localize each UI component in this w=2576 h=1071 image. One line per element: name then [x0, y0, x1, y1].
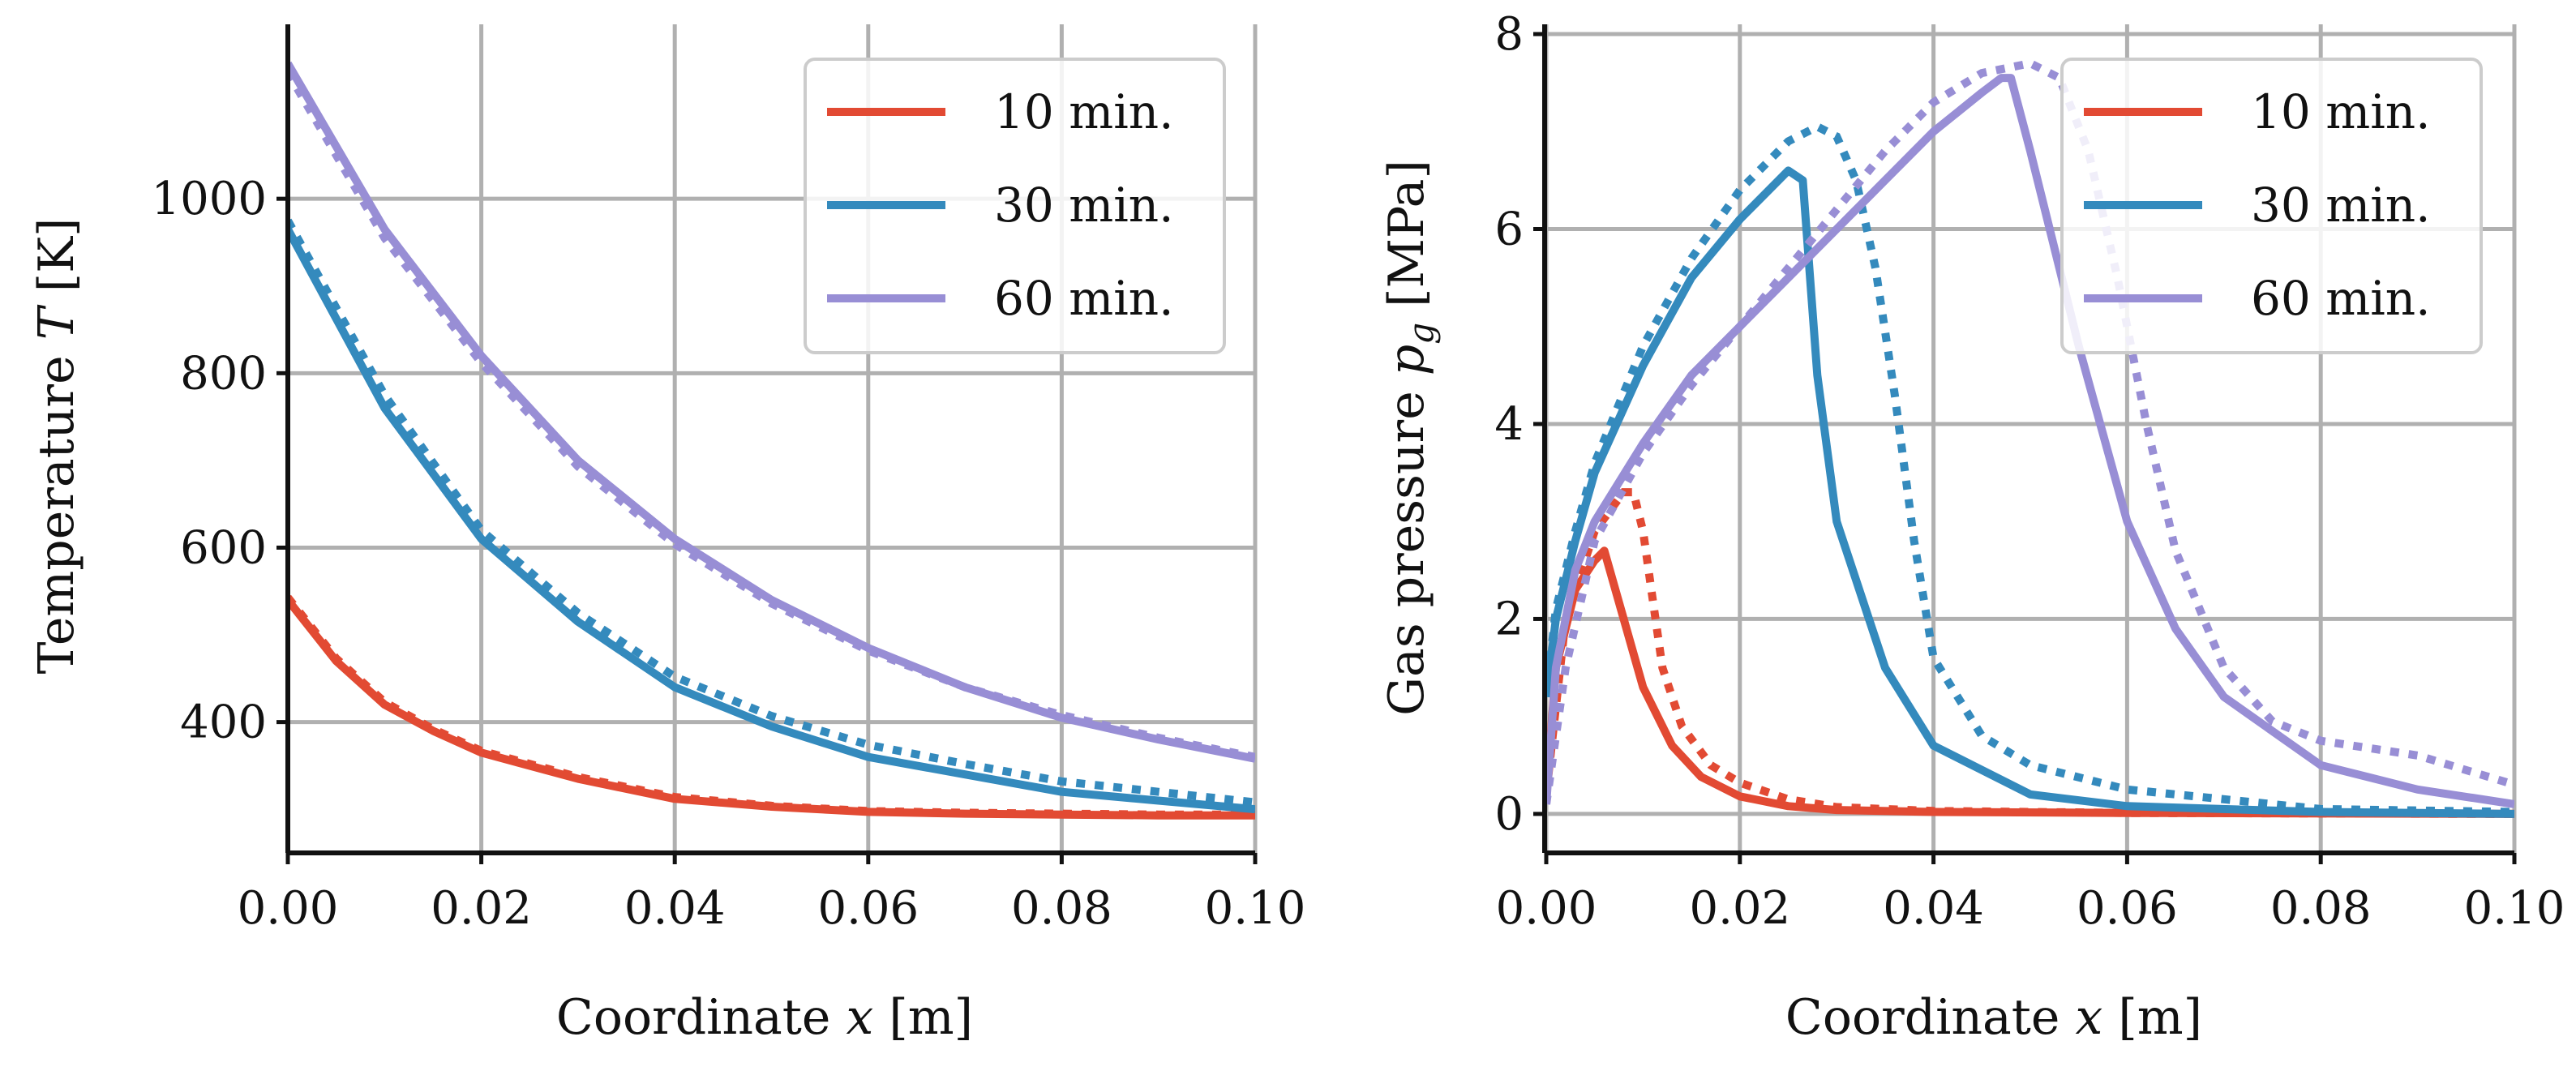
legend-label: 10 min.	[2251, 84, 2431, 139]
series-line-60-min-solid	[1546, 74, 2514, 808]
y-axis-label-subscript: g	[1401, 323, 1441, 345]
y-tick-label: 8	[1494, 8, 1524, 61]
series-line-60-min-dotted	[288, 70, 1255, 761]
series-line-10-min-solid	[288, 597, 1255, 820]
legend-label: 60 min.	[994, 271, 1174, 326]
y-tick-label: 2	[1494, 593, 1524, 645]
series-line-60-min-solid	[288, 61, 1255, 763]
y-tick-label: 600	[180, 521, 267, 574]
x-tick-label: 0.04	[1883, 882, 1984, 935]
x-axis-label: Coordinate x [m]	[556, 989, 973, 1046]
y-tick-label: 0	[1494, 788, 1524, 841]
y-axis-label-suffix: [MPa]	[1378, 160, 1435, 323]
x-tick-label: 0.04	[624, 882, 726, 935]
y-tick-label: 4	[1494, 398, 1524, 451]
x-axis-label-symbol: x	[846, 989, 873, 1046]
y-tick-label: 400	[180, 696, 267, 749]
x-tick-label: 0.02	[1689, 882, 1790, 935]
x-tick-label: 0.02	[431, 882, 532, 935]
x-axis-label-prefix: Coordinate	[1785, 989, 2076, 1046]
x-tick-label: 0.00	[1496, 882, 1597, 935]
y-tick-label: 1000	[151, 173, 267, 225]
y-axis-label: Temperature T [K]	[28, 218, 85, 675]
x-tick-label: 0.06	[2077, 882, 2178, 935]
legend-frame	[2060, 58, 2483, 354]
x-tick-label: 0.08	[1011, 882, 1112, 935]
x-axis-label-suffix: [m]	[2102, 989, 2202, 1046]
legend-label: 30 min.	[994, 178, 1174, 233]
x-axis-label-symbol: x	[2075, 989, 2102, 1046]
legend: 10 min. 30 min. 60 min.	[804, 58, 1226, 354]
x-tick-label: 0.00	[238, 882, 339, 935]
series-lines	[288, 61, 1255, 820]
legend-label: 10 min.	[994, 84, 1174, 139]
legend-label: 30 min.	[2251, 178, 2431, 233]
temperature-chart: 0.00 0.02 0.04 0.06 0.08 0.10 400 600 800 1000 10 …	[28, 24, 1305, 1046]
x-axis-label-prefix: Coordinate	[556, 989, 847, 1046]
x-tick-label: 0.08	[2270, 882, 2372, 935]
grid	[1544, 24, 2517, 853]
x-tick-label: 0.06	[817, 882, 919, 935]
x-tick-label: 0.10	[1205, 882, 1306, 935]
axes: 0.00 0.02 0.04 0.06 0.08 0.10 400 600 800 1000	[151, 24, 1305, 935]
series-lines	[1546, 58, 2514, 818]
gas-pressure-chart: 0.00 0.02 0.04 0.06 0.08 0.10 0 2 4 6 8 10 min. 30 m…	[1378, 8, 2565, 1046]
y-axis-label-prefix: Temperature	[28, 340, 85, 674]
series-line-30-min-dotted	[1546, 122, 2514, 816]
y-tick-label: 6	[1494, 203, 1524, 255]
y-axis-label: Gas pressure pg [MPa]	[1378, 160, 1441, 716]
y-axis-label-suffix: [K]	[28, 218, 85, 308]
legend: 10 min. 30 min. 60 min.	[2060, 58, 2483, 354]
axes: 0.00 0.02 0.04 0.06 0.08 0.10 0 2 4 6 8	[1494, 8, 2565, 935]
y-axis-label-symbol: T	[28, 304, 85, 340]
y-tick-label: 800	[180, 347, 267, 400]
x-tick-label: 0.10	[2464, 882, 2565, 935]
y-axis-label-symbol: p	[1378, 345, 1435, 375]
y-axis-label-prefix: Gas pressure	[1378, 375, 1435, 716]
x-axis-label-suffix: [m]	[873, 989, 973, 1046]
legend-frame	[804, 58, 1226, 354]
legend-label: 60 min.	[2251, 271, 2431, 326]
series-line-10-min-dotted	[288, 594, 1255, 819]
x-axis-label: Coordinate x [m]	[1785, 989, 2202, 1046]
series-line-30-min-solid	[288, 227, 1255, 814]
series-line-30-min-dotted	[288, 218, 1255, 807]
